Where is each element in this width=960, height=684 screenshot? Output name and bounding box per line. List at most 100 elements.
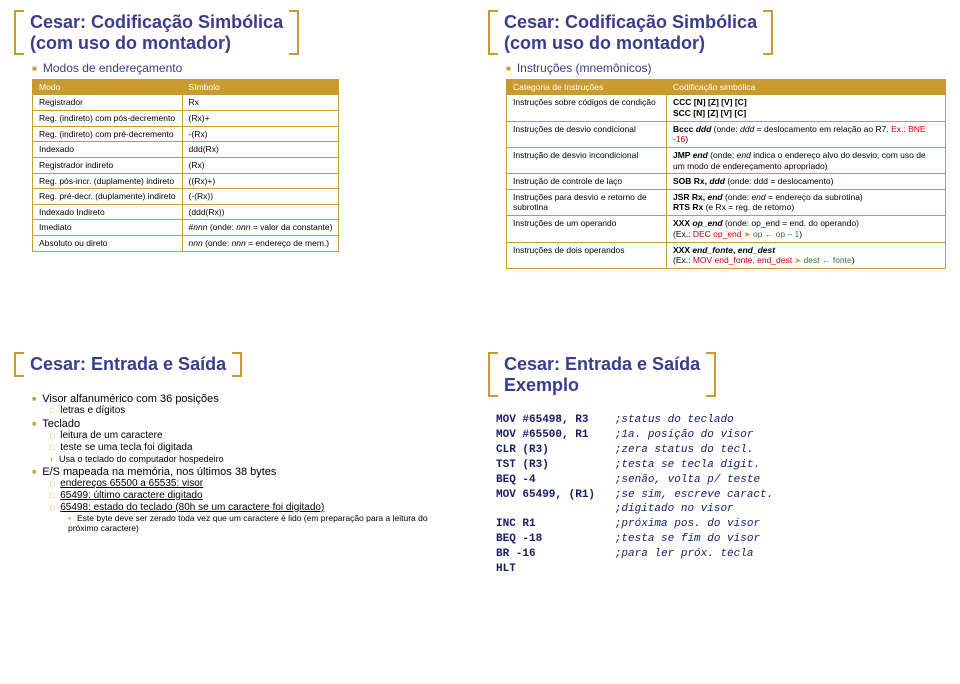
cell: Reg. pré-decr. (duplamente) indireto — [33, 189, 183, 205]
code-line: HLT — [496, 562, 946, 577]
t: (onde: — [723, 192, 752, 202]
code-text: MOV #65500, R1 — [496, 429, 615, 441]
cell: XXX end_fonte, end_dest(Ex.: MOV end_fon… — [667, 242, 946, 269]
bracket-left-icon — [488, 10, 498, 55]
sub-item: leitura de um caractere — [50, 430, 460, 441]
code-line: MOV #65500, R1 ;1a. posição do visor — [496, 428, 946, 443]
slide-title: Cesar: Entrada e Saída Exemplo — [502, 352, 702, 397]
t: endereços 65500 a 65535: visor — [60, 478, 203, 489]
title-bracket: Cesar: Codificação Simbólica (com uso do… — [14, 10, 460, 55]
cell: Reg. (indireto) com pós-decremento — [33, 111, 183, 127]
cell: (-(Rx)) — [182, 189, 339, 205]
t: 65498: estado do teclado (80h se um cara… — [60, 502, 324, 513]
table-row: Instrução de controle de laço SOB Rx, dd… — [507, 174, 946, 190]
cell: #nnn (onde: nnn = valor da constante) — [182, 220, 339, 236]
cell: Absoluto ou direto — [33, 236, 183, 252]
cell: Indexado Indireto — [33, 204, 183, 220]
chevron-icon: ➤ — [744, 230, 751, 239]
table-row: Reg. pré-decr. (duplamente) indireto(-(R… — [33, 189, 339, 205]
t: ) — [799, 229, 802, 239]
code-line: ;digitado no visor — [496, 502, 946, 517]
table-row: Instruções de dois operandos XXX end_fon… — [507, 242, 946, 269]
t: nnn — [189, 238, 203, 248]
title-line-2: (com uso do montador) — [504, 33, 705, 53]
t: end_fonte — [692, 245, 733, 255]
slide-title: Cesar: Codificação Simbólica (com uso do… — [28, 10, 285, 55]
t: (onde: — [207, 222, 236, 232]
t: = endereço da subrotina) — [766, 192, 863, 202]
code-line: MOV 65499, (R1) ;se sim, escreve caract. — [496, 488, 946, 503]
code-line: BEQ -18 ;testa se fim do visor — [496, 532, 946, 547]
code-text: TST (R3) — [496, 459, 615, 471]
table-row: Indexado Indireto(ddd(Rx)) — [33, 204, 339, 220]
table-row: Reg. (indireto) com pré-decremento-(Rx) — [33, 126, 339, 142]
table-row: Registrador indireto(Rx) — [33, 157, 339, 173]
cell: -(Rx) — [182, 126, 339, 142]
t: CCC [N] [Z] [V] [C] — [673, 97, 747, 107]
code-text: BEQ -18 — [496, 533, 615, 545]
cell: Instrução de controle de laço — [507, 174, 667, 190]
t: = valor da constante) — [250, 222, 332, 232]
t: Bccc — [673, 124, 696, 134]
t: E/S mapeada na memória, nos últimos 38 b… — [42, 466, 276, 478]
t: end_dest — [738, 245, 775, 255]
sub3-item: Este byte deve ser zerado toda vez que u… — [68, 513, 460, 533]
t: = deslocamento em relação ao R7. — [754, 124, 891, 134]
slide-2: Cesar: Codificação Simbólica (com uso do… — [474, 0, 960, 342]
t: ddd — [696, 124, 712, 134]
t: (e Rx = reg. de retorno) — [703, 202, 794, 212]
t: end — [708, 192, 723, 202]
col-simbolo: Símbolo — [182, 80, 339, 95]
code-text: MOV #65498, R3 — [496, 414, 615, 426]
cell: Indexado — [33, 142, 183, 158]
code-text: HLT — [496, 563, 615, 575]
title-bracket: Cesar: Entrada e Saída Exemplo — [488, 352, 946, 397]
sub-item: 65499: último caractere digitado — [50, 490, 460, 501]
subheading: Instruções (mnemônicos) — [506, 61, 946, 75]
addressing-modes-table: Modo Símbolo RegistradorRx Reg. (indiret… — [32, 79, 339, 251]
title-line-1: Cesar: Entrada e Saída — [504, 354, 700, 374]
chevron-icon: ➤ — [794, 256, 801, 265]
t: ddd — [709, 176, 725, 186]
slide-title: Cesar: Codificação Simbólica (com uso do… — [502, 10, 759, 55]
cell: (ddd(Rx)) — [182, 204, 339, 220]
t: XXX — [673, 245, 692, 255]
code-text: INC R1 — [496, 518, 615, 530]
t: (onde: — [711, 124, 740, 134]
bracket-left-icon — [14, 10, 24, 55]
cell: XXX op_end (onde: op_end = end. do opera… — [667, 216, 946, 243]
table-row: Absoluto ou direto nnn (onde: nnn = ende… — [33, 236, 339, 252]
table-row: Imediato #nnn (onde: nnn = valor da cons… — [33, 220, 339, 236]
cell: Registrador indireto — [33, 157, 183, 173]
table-row: Reg. pós-incr. (duplamente) indireto((Rx… — [33, 173, 339, 189]
result-text: dest ← fonte — [804, 255, 852, 265]
bracket-right-icon — [763, 10, 773, 55]
slide-1: Cesar: Codificação Simbólica (com uso do… — [0, 0, 474, 342]
cell: Bccc ddd (onde: ddd = deslocamento em re… — [667, 121, 946, 147]
table-row: Reg. (indireto) com pós-decremento(Rx)+ — [33, 111, 339, 127]
code-example: MOV #65498, R3 ;status do tecladoMOV #65… — [496, 413, 946, 576]
bracket-left-icon — [488, 352, 498, 397]
t: end — [693, 150, 708, 160]
t: end — [751, 192, 765, 202]
t: (onde: ddd = deslocamento) — [725, 176, 833, 186]
cell: JMP end (onde: end indica o endereço alv… — [667, 147, 946, 173]
t: 65499: último caractere digitado — [60, 490, 202, 501]
sub-item: teste se uma tecla foi digitada — [50, 442, 460, 453]
code-line: BR -16 ;para ler próx. tecla — [496, 547, 946, 562]
t: SOB Rx, — [673, 176, 709, 186]
col-modo: Modo — [33, 80, 183, 95]
code-comment: ;testa se fim do visor — [615, 533, 760, 545]
col-codificacao: Codificação simbólica — [667, 80, 946, 95]
title-line-2: (com uso do montador) — [30, 33, 231, 53]
cell: Registrador — [33, 95, 183, 111]
code-line: MOV #65498, R3 ;status do teclado — [496, 413, 946, 428]
cell: Reg. (indireto) com pré-decremento — [33, 126, 183, 142]
code-comment: ;próxima pos. do visor — [615, 518, 760, 530]
bullet-item: E/S mapeada na memória, nos últimos 38 b… — [32, 466, 460, 533]
code-comment: ;testa se tecla digit. — [615, 459, 760, 471]
slide-4: Cesar: Entrada e Saída Exemplo MOV #6549… — [474, 342, 960, 684]
code-text — [496, 503, 615, 515]
table-header-row: Categoria de Instruções Codificação simb… — [507, 80, 946, 95]
table-row: Indexadoddd(Rx) — [33, 142, 339, 158]
